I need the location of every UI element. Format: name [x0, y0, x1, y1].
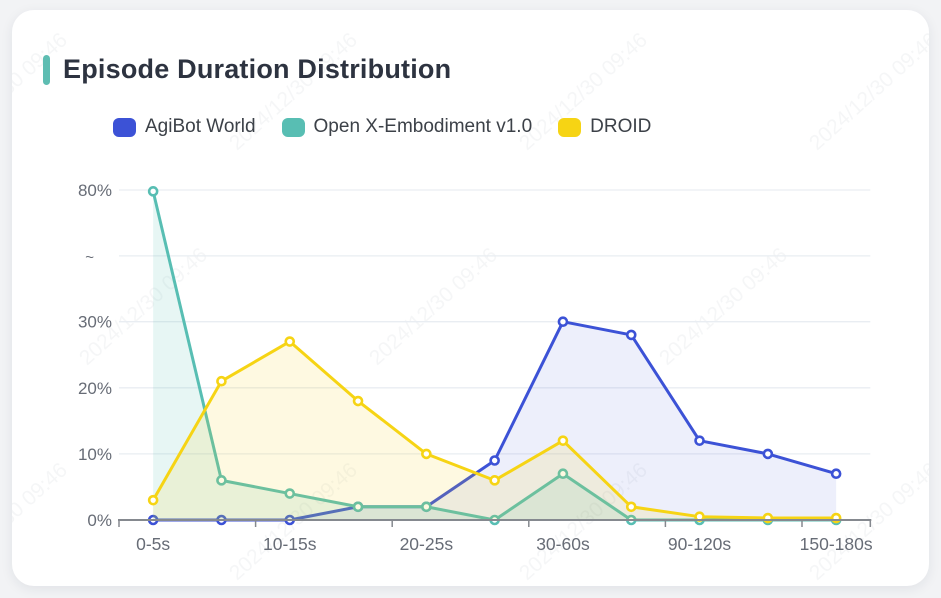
data-point-open-x-embodiment-v1-0-6[interactable] [557, 468, 569, 480]
data-point-droid-1[interactable] [216, 375, 227, 387]
x-tick-label: 20-25s [400, 534, 454, 554]
data-point-open-x-embodiment-v1-0-4[interactable] [421, 501, 432, 513]
legend-item-agibot-world[interactable]: AgiBot World [113, 116, 256, 138]
data-point-open-x-embodiment-v1-0-2[interactable] [284, 488, 296, 499]
line-chart[interactable]: 0-5s 10-15s 20-25s 30-60s 90-120s 150-180s 0% 1… [12, 10, 929, 586]
x-tick-label: 150-180s [800, 534, 873, 554]
x-tick-label: 0-5s [136, 534, 170, 554]
series-area-open-x-embodiment-v1-0 [153, 191, 837, 520]
data-point-droid-5[interactable] [489, 475, 500, 486]
y-tick-label: 10% [78, 445, 112, 464]
data-point-agibot-world-10[interactable] [830, 468, 842, 480]
data-point-droid-6[interactable] [557, 435, 569, 446]
legend-chip-open-x-embodiment-v1-0 [281, 117, 305, 137]
legend-chip-agibot-world [113, 117, 136, 137]
data-point-open-x-embodiment-v1-0-0[interactable] [147, 186, 159, 197]
series-droid [147, 336, 842, 524]
data-point-agibot-world-5[interactable] [489, 455, 500, 466]
legend-item-droid[interactable]: DROID [558, 116, 651, 138]
legend-label-open-x-embodiment-v1-0: Open X-Embodiment v1.0 [313, 116, 533, 137]
legend-label-agibot-world: AgiBot World [145, 116, 256, 137]
x-axis-labels: 0-5s 10-15s 20-25s 30-60s 90-120s 150-180s [136, 534, 873, 554]
data-point-droid-7[interactable] [625, 501, 637, 513]
data-point-agibot-world-9[interactable] [762, 448, 774, 460]
x-tick-label: 10-15s [263, 534, 317, 554]
title-row: Episode Duration Distribution [43, 54, 451, 85]
title-accent-bar [43, 54, 50, 85]
data-point-droid-2[interactable] [284, 336, 296, 347]
data-point-agibot-world-6[interactable] [557, 316, 569, 328]
data-point-droid-3[interactable] [352, 395, 364, 407]
y-tick-label: 30% [78, 313, 112, 332]
legend-chip-droid [558, 117, 582, 137]
y-tick-label: 20% [78, 379, 112, 398]
chart-card: Episode Duration Distribution AgiBot Wor… [12, 10, 929, 586]
chart-legend: AgiBot World Open X-Embodiment v1.0 DROID [113, 116, 651, 138]
data-point-open-x-embodiment-v1-0-3[interactable] [352, 501, 364, 513]
x-tick-label: 90-120s [668, 534, 731, 554]
x-tick-label: 30-60s [536, 534, 590, 554]
data-point-droid-4[interactable] [421, 448, 432, 460]
series-area-droid [153, 341, 837, 520]
data-point-agibot-world-8[interactable] [694, 435, 705, 446]
y-tick-label: ~ [85, 249, 94, 266]
series-area-agibot-world [153, 321, 837, 520]
page-title: Episode Duration Distribution [63, 54, 452, 84]
y-tick-label: 0% [87, 511, 112, 530]
y-axis-labels: 0% 10% 20% 30% ~80% [78, 181, 112, 530]
legend-item-open-x-embodiment-v1-0[interactable]: Open X-Embodiment v1.0 [281, 116, 533, 138]
legend-label-droid: DROID [590, 116, 652, 137]
x-axis [118, 519, 872, 527]
gridlines [119, 189, 871, 455]
y-tick-label: 80% [78, 181, 112, 200]
data-point-agibot-world-7[interactable] [625, 329, 637, 341]
data-point-open-x-embodiment-v1-0-1[interactable] [216, 475, 227, 486]
data-point-droid-0[interactable] [147, 494, 159, 506]
